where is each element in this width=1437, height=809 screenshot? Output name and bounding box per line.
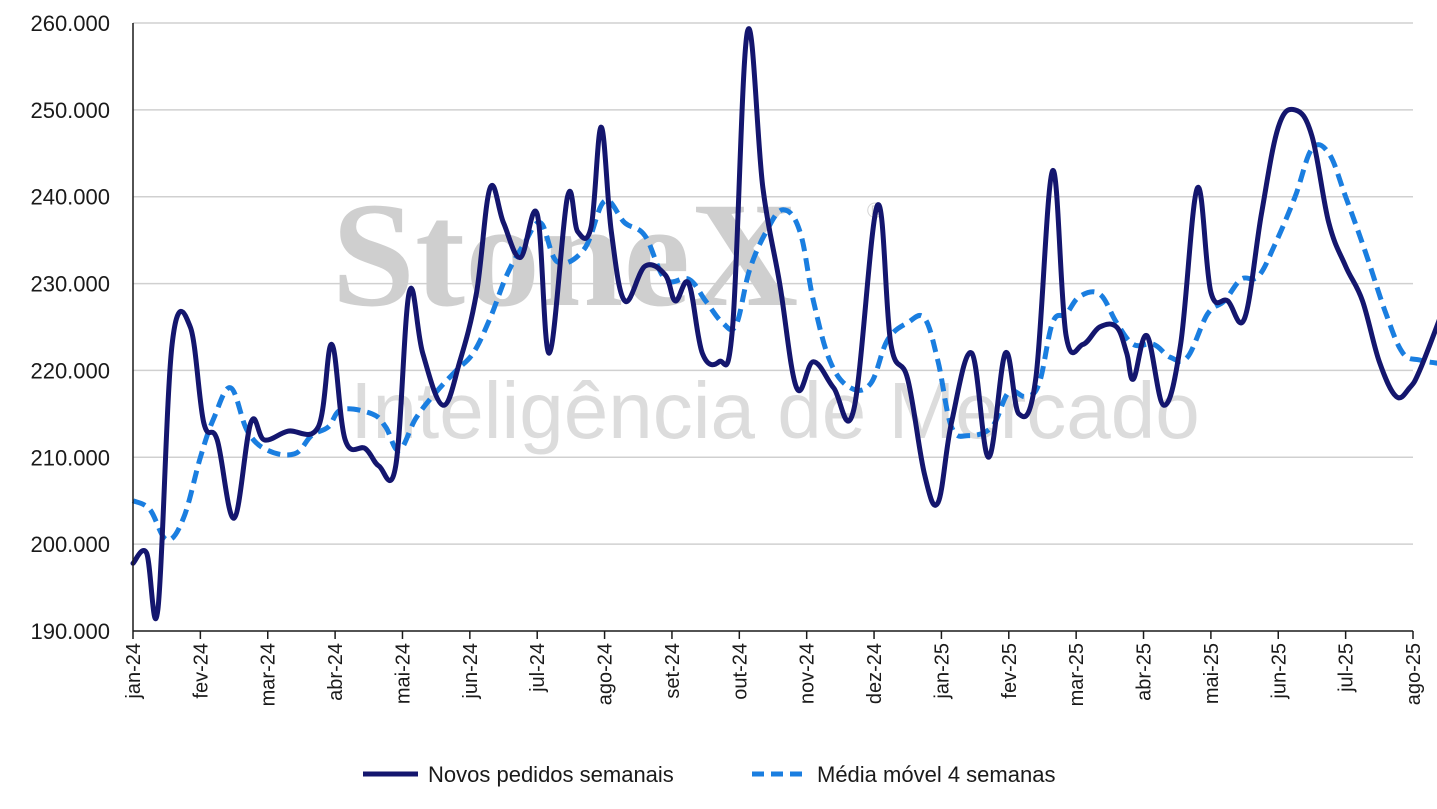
x-tick-label: jul-25 xyxy=(1336,643,1358,693)
x-tick-label: set-24 xyxy=(662,643,684,699)
y-tick-label: 260.000 xyxy=(30,11,110,36)
x-tick-label: jul-24 xyxy=(527,643,549,693)
x-tick-label: fev-25 xyxy=(999,643,1021,699)
x-tick-label: mar-25 xyxy=(1066,643,1088,706)
gridlines xyxy=(133,22,1413,545)
x-tick-label: ago-25 xyxy=(1403,643,1425,705)
x-tick-label: jun-25 xyxy=(1268,643,1290,700)
x-tick-label: jun-24 xyxy=(460,643,482,700)
x-tick-label: jan-24 xyxy=(123,643,145,700)
legend-label-media-movel: Média móvel 4 semanas xyxy=(817,762,1055,787)
y-tick-label: 190.000 xyxy=(30,619,110,644)
x-tick-label: mai-24 xyxy=(392,643,414,704)
series-lines xyxy=(130,26,1437,622)
y-tick-label: 200.000 xyxy=(30,532,110,557)
y-tick-label: 210.000 xyxy=(30,445,110,470)
x-tick-label: mai-25 xyxy=(1201,643,1223,704)
y-axis-tick-labels: 190.000 200.000 210.000 220.000 230.000 240.0… xyxy=(30,11,110,644)
x-axis-tick-labels: jan-24 fev-24 mar-24 abr-24 mai-24 jun-24 jul-… xyxy=(123,643,1425,706)
series-line-novos-pedidos-semanais xyxy=(130,26,1437,622)
x-tick-label: mar-24 xyxy=(258,643,280,706)
x-tick-label: abr-25 xyxy=(1134,643,1156,701)
x-tick-label: jan-25 xyxy=(931,643,953,700)
watermark: StoneX ® Inteligência de Mercado xyxy=(332,172,1200,455)
y-tick-label: 250.000 xyxy=(30,98,110,123)
x-tick-label: abr-24 xyxy=(325,643,347,701)
y-tick-label: 240.000 xyxy=(30,185,110,210)
y-tick-label: 220.000 xyxy=(30,358,110,383)
y-tick-label: 230.000 xyxy=(30,272,110,297)
axes xyxy=(132,23,1414,639)
x-tick-label: nov-24 xyxy=(797,643,819,704)
legend-label-novos-pedidos: Novos pedidos semanais xyxy=(428,762,674,787)
x-tick-label: fev-24 xyxy=(190,643,212,699)
x-tick-label: out-24 xyxy=(729,643,751,700)
x-tick-label: ago-24 xyxy=(595,643,617,705)
x-tick-label: dez-24 xyxy=(864,643,886,704)
legend: Novos pedidos semanais Média móvel 4 sem… xyxy=(363,762,1055,787)
watermark-tagline: Inteligência de Mercado xyxy=(350,366,1199,455)
